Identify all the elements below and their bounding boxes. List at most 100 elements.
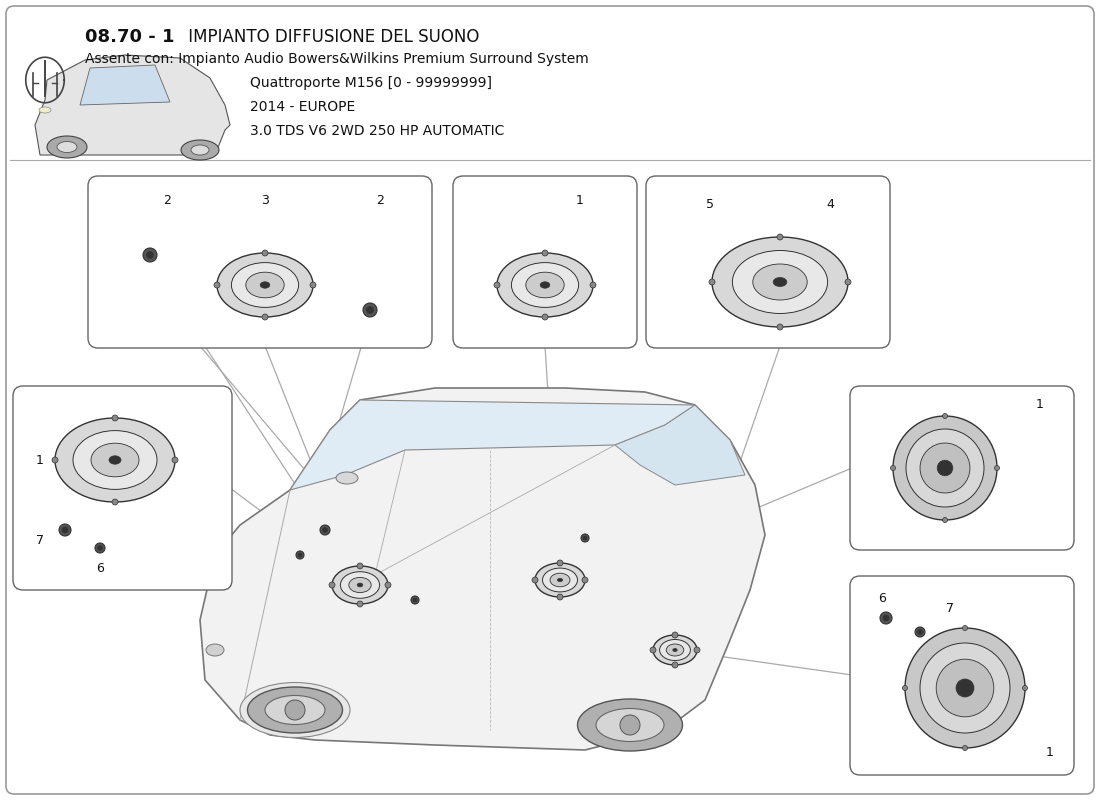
Ellipse shape [248, 687, 342, 733]
Ellipse shape [340, 572, 379, 598]
Ellipse shape [542, 568, 578, 592]
Ellipse shape [191, 145, 209, 155]
Circle shape [893, 416, 997, 520]
Ellipse shape [349, 578, 371, 593]
Circle shape [98, 546, 102, 550]
Circle shape [262, 250, 268, 256]
Text: 6: 6 [878, 591, 886, 605]
Text: 1: 1 [36, 454, 44, 466]
Circle shape [620, 715, 640, 735]
Text: 1: 1 [1036, 398, 1044, 411]
Circle shape [917, 630, 923, 634]
Circle shape [262, 314, 268, 320]
Polygon shape [200, 388, 764, 750]
Text: Quattroporte M156 [0 - 99999999]: Quattroporte M156 [0 - 99999999] [250, 76, 492, 90]
Text: 2: 2 [376, 194, 384, 206]
Circle shape [329, 582, 336, 588]
Ellipse shape [336, 472, 358, 484]
Circle shape [358, 563, 363, 569]
Text: 1: 1 [576, 194, 584, 206]
Ellipse shape [667, 644, 684, 656]
Circle shape [694, 647, 700, 653]
Ellipse shape [206, 644, 224, 656]
Ellipse shape [217, 253, 314, 317]
Circle shape [710, 279, 715, 285]
Ellipse shape [596, 709, 664, 742]
Text: 6: 6 [96, 562, 103, 574]
Ellipse shape [240, 682, 350, 738]
Ellipse shape [550, 573, 570, 587]
Text: 08.70 - 1: 08.70 - 1 [85, 28, 175, 46]
Circle shape [172, 457, 178, 463]
Circle shape [936, 659, 993, 717]
Ellipse shape [265, 695, 324, 725]
Ellipse shape [673, 649, 678, 651]
FancyBboxPatch shape [13, 386, 232, 590]
Circle shape [310, 282, 316, 288]
Circle shape [777, 234, 783, 240]
Circle shape [494, 282, 501, 288]
Circle shape [883, 615, 889, 621]
Ellipse shape [358, 583, 363, 587]
Circle shape [956, 679, 974, 697]
Circle shape [112, 415, 118, 421]
Circle shape [59, 524, 72, 536]
Circle shape [845, 279, 851, 285]
FancyBboxPatch shape [88, 176, 432, 348]
Circle shape [943, 414, 947, 418]
Circle shape [582, 577, 588, 583]
Ellipse shape [578, 699, 682, 751]
Ellipse shape [57, 142, 77, 153]
Circle shape [214, 282, 220, 288]
Circle shape [583, 536, 587, 540]
Circle shape [943, 518, 947, 522]
FancyBboxPatch shape [453, 176, 637, 348]
Ellipse shape [39, 107, 51, 113]
Polygon shape [615, 405, 745, 485]
Circle shape [1023, 686, 1027, 690]
Circle shape [411, 596, 419, 604]
Ellipse shape [660, 639, 691, 661]
Circle shape [557, 560, 563, 566]
FancyBboxPatch shape [850, 576, 1074, 775]
Text: Assente con: Impianto Audio Bowers&Wilkins Premium Surround System: Assente con: Impianto Audio Bowers&Wilki… [85, 52, 588, 66]
Circle shape [902, 686, 908, 690]
Circle shape [891, 466, 895, 470]
Ellipse shape [558, 578, 562, 582]
Ellipse shape [231, 262, 298, 307]
Circle shape [905, 628, 1025, 748]
Ellipse shape [245, 272, 284, 298]
Ellipse shape [332, 566, 388, 604]
Circle shape [672, 662, 678, 668]
Text: 7: 7 [36, 534, 44, 546]
Circle shape [672, 632, 678, 638]
Circle shape [542, 250, 548, 256]
Circle shape [937, 460, 953, 476]
Circle shape [915, 627, 925, 637]
Polygon shape [290, 400, 695, 490]
Text: 2: 2 [163, 194, 170, 206]
Ellipse shape [91, 443, 139, 477]
Circle shape [581, 534, 589, 542]
Circle shape [358, 601, 363, 607]
Circle shape [366, 306, 374, 314]
Ellipse shape [653, 635, 697, 665]
Ellipse shape [109, 456, 121, 464]
Ellipse shape [752, 264, 807, 300]
Circle shape [920, 443, 970, 493]
Polygon shape [35, 55, 230, 155]
Circle shape [52, 457, 58, 463]
Circle shape [385, 582, 390, 588]
Circle shape [880, 612, 892, 624]
Text: 2014 - EUROPE: 2014 - EUROPE [250, 100, 355, 114]
Ellipse shape [261, 282, 270, 288]
Circle shape [112, 499, 118, 505]
Circle shape [962, 626, 968, 630]
Circle shape [296, 551, 304, 559]
FancyBboxPatch shape [646, 176, 890, 348]
Circle shape [542, 314, 548, 320]
Circle shape [322, 527, 328, 533]
Ellipse shape [535, 563, 585, 597]
Circle shape [285, 700, 305, 720]
Ellipse shape [712, 237, 848, 327]
